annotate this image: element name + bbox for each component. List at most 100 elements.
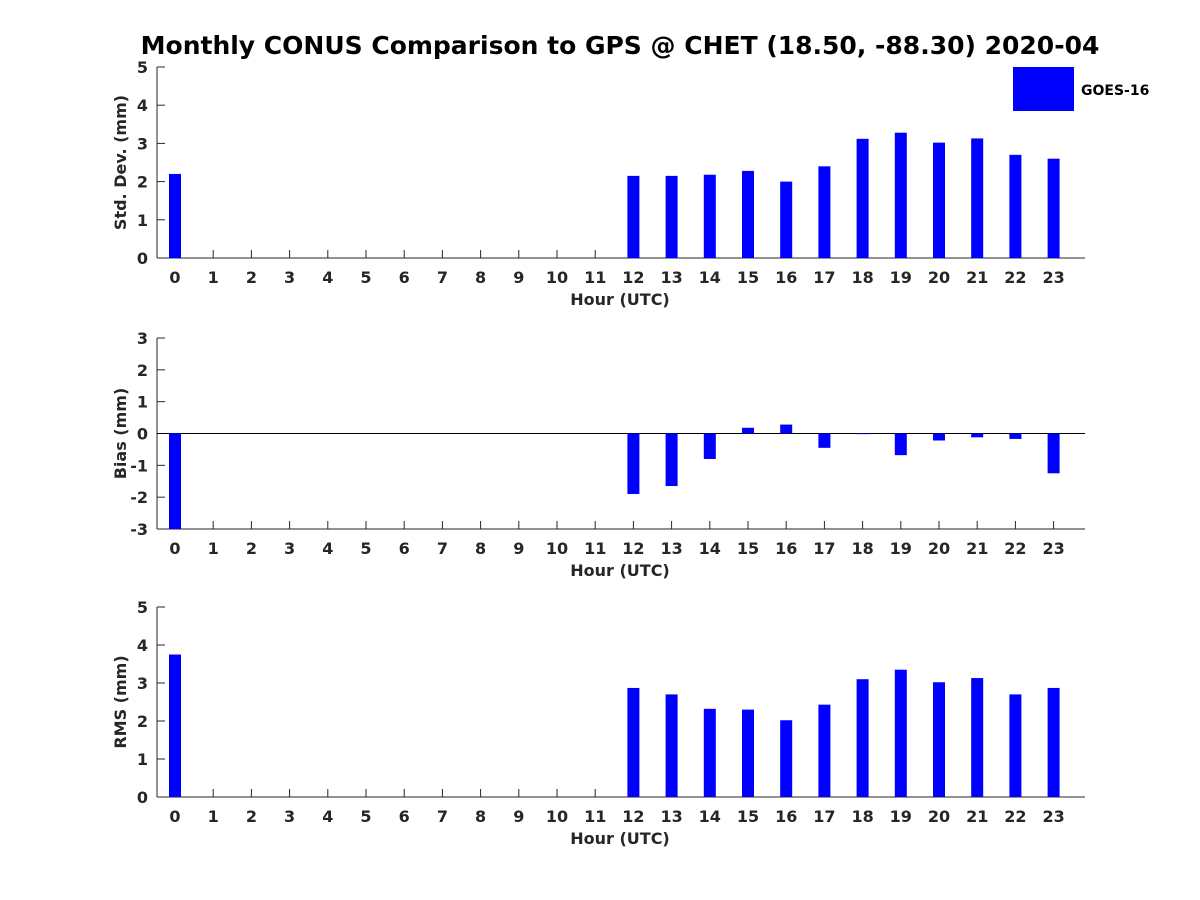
x-tick-label: 1: [208, 539, 219, 558]
x-tick-label: 0: [169, 539, 180, 558]
bar-hour-13: [665, 433, 678, 487]
x-tick-label: 5: [360, 807, 371, 826]
y-tick-label: 4: [137, 96, 148, 115]
x-tick-label: 21: [966, 807, 988, 826]
bar-hour-23: [1047, 687, 1060, 797]
bar-hour-13: [665, 694, 678, 797]
x-tick-label: 12: [622, 268, 644, 287]
bar-hour-19: [894, 669, 907, 797]
x-tick-label: 9: [513, 539, 524, 558]
x-tick-label: 2: [246, 807, 257, 826]
x-tick-label: 3: [284, 268, 295, 287]
y-axis-label: Bias (mm): [111, 388, 130, 480]
x-tick-label: 22: [1004, 807, 1026, 826]
bar-hour-15: [742, 170, 754, 258]
y-tick-label: 3: [137, 674, 148, 693]
x-tick-label: 22: [1004, 539, 1026, 558]
bar-hour-12: [627, 433, 640, 494]
x-tick-label: 23: [1042, 539, 1064, 558]
bar-hour-14: [703, 433, 716, 459]
bar-hour-0: [169, 173, 181, 258]
x-tick-label: 17: [813, 539, 835, 558]
x-tick-label: 15: [737, 807, 759, 826]
bar-hour-14: [703, 708, 716, 797]
x-tick-label: 8: [475, 268, 486, 287]
bar-hour-16: [780, 424, 793, 434]
bar-hour-19: [894, 132, 907, 258]
x-tick-label: 9: [513, 807, 524, 826]
x-axis-label: Hour (UTC): [570, 561, 670, 580]
y-tick-label: -2: [130, 488, 148, 507]
x-tick-label: 23: [1042, 807, 1064, 826]
y-tick-label: 3: [137, 329, 148, 348]
y-tick-label: -1: [130, 456, 148, 475]
y-tick-label: 2: [137, 361, 148, 380]
bar-hour-0: [169, 433, 181, 529]
bar-hour-20: [933, 682, 945, 797]
x-tick-label: 1: [208, 268, 219, 287]
y-tick-label: 0: [137, 249, 148, 268]
x-tick-label: 17: [813, 268, 835, 287]
x-tick-label: 7: [437, 807, 448, 826]
x-tick-label: 19: [890, 807, 912, 826]
x-tick-label: 16: [775, 807, 797, 826]
x-tick-label: 18: [851, 268, 873, 287]
x-tick-label: 2: [246, 268, 257, 287]
y-tick-label: 2: [137, 712, 148, 731]
y-tick-label: -3: [130, 520, 148, 539]
x-tick-label: 17: [813, 807, 835, 826]
bar-hour-15: [742, 427, 754, 434]
bar-hour-17: [818, 166, 831, 258]
x-tick-label: 6: [399, 807, 410, 826]
x-tick-label: 18: [851, 539, 873, 558]
x-tick-label: 11: [584, 807, 606, 826]
x-tick-label: 14: [699, 539, 721, 558]
x-tick-label: 2: [246, 539, 257, 558]
x-tick-label: 15: [737, 268, 759, 287]
y-tick-label: 5: [137, 598, 148, 617]
y-tick-label: 1: [137, 393, 148, 412]
bar-hour-18: [856, 138, 869, 258]
x-tick-label: 22: [1004, 268, 1026, 287]
y-tick-label: 1: [137, 211, 148, 230]
legend: GOES-16: [1013, 67, 1149, 111]
legend-swatch: [1013, 67, 1074, 111]
y-tick-label: 1: [137, 750, 148, 769]
y-axis-label: RMS (mm): [111, 655, 130, 748]
bar-hour-20: [933, 433, 945, 441]
bar-hour-17: [818, 433, 831, 448]
x-tick-label: 20: [928, 268, 950, 287]
x-tick-label: 21: [966, 539, 988, 558]
x-tick-label: 11: [584, 268, 606, 287]
x-tick-label: 13: [660, 268, 682, 287]
y-tick-label: 0: [137, 425, 148, 444]
x-tick-label: 4: [322, 807, 333, 826]
x-tick-label: 14: [699, 807, 721, 826]
bar-hour-23: [1047, 433, 1060, 474]
bar-hour-23: [1047, 158, 1060, 258]
x-tick-label: 19: [890, 268, 912, 287]
chart-title: Monthly CONUS Comparison to GPS @ CHET (…: [141, 31, 1100, 60]
bar-hour-21: [971, 678, 984, 797]
x-tick-label: 19: [890, 539, 912, 558]
bar-hour-17: [818, 704, 831, 797]
x-tick-label: 13: [660, 539, 682, 558]
x-tick-label: 23: [1042, 268, 1064, 287]
bar-hour-16: [780, 720, 793, 797]
x-tick-label: 5: [360, 268, 371, 287]
bar-hour-14: [703, 174, 716, 258]
bar-hour-12: [627, 175, 640, 258]
x-tick-label: 12: [622, 807, 644, 826]
x-tick-label: 12: [622, 539, 644, 558]
bar-hour-18: [856, 433, 869, 435]
bar-hour-0: [169, 654, 181, 797]
x-tick-label: 1: [208, 807, 219, 826]
x-tick-label: 16: [775, 268, 797, 287]
x-tick-label: 15: [737, 539, 759, 558]
x-tick-label: 4: [322, 268, 333, 287]
